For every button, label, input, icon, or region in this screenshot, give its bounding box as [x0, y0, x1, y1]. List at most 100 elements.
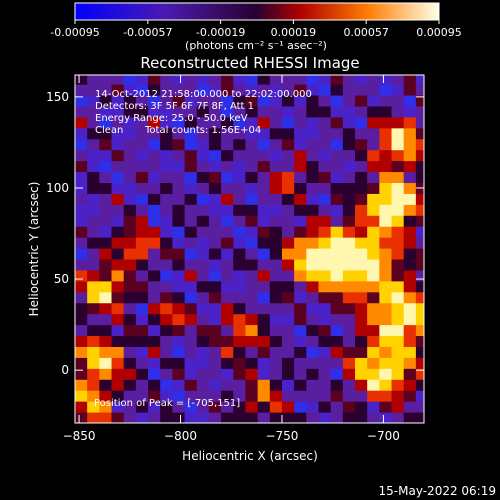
heatmap-cell: [415, 291, 424, 304]
heatmap-cell: [330, 346, 344, 358]
heatmap-cell: [196, 291, 210, 304]
heatmap-cell: [318, 259, 332, 271]
heatmap-cell: [172, 226, 186, 238]
heatmap-cell: [318, 84, 332, 96]
heatmap-cell: [245, 149, 259, 162]
heatmap-cell: [257, 379, 271, 391]
heatmap-cell: [281, 138, 295, 151]
heatmap-cell: [221, 116, 234, 129]
heatmap-cell: [367, 171, 380, 183]
heatmap-cell: [318, 149, 332, 162]
heatmap-cell: [318, 302, 332, 315]
colorbar-tick-label: 0.00019: [271, 26, 317, 39]
heatmap-cell: [281, 335, 295, 347]
heatmap-cell: [330, 269, 344, 282]
heatmap-cell: [172, 335, 186, 347]
heatmap-cell: [281, 182, 295, 194]
heatmap-cell: [148, 412, 161, 423]
heatmap-cell: [123, 226, 137, 238]
heatmap-cell: [342, 138, 356, 151]
heatmap-cell: [294, 401, 307, 413]
heatmap-cell: [415, 259, 424, 271]
heatmap-cell: [233, 324, 246, 337]
heatmap-cell: [281, 204, 295, 216]
heatmap-cell: [123, 149, 137, 162]
heatmap-cell: [355, 324, 368, 337]
heatmap-cell: [208, 237, 222, 249]
heatmap-cell: [294, 259, 307, 271]
heatmap-cell: [184, 84, 198, 96]
heatmap-cell: [245, 84, 259, 96]
x-tick-label: −750: [265, 429, 298, 443]
heatmap-cell: [111, 259, 125, 271]
heatmap-cell: [269, 390, 283, 402]
heatmap-cell: [294, 138, 307, 151]
heatmap-cell: [391, 193, 405, 205]
heatmap-cell: [221, 324, 234, 337]
heatmap-cell: [160, 269, 173, 282]
heatmap-cell: [99, 335, 113, 347]
heatmap-cell: [403, 335, 417, 347]
heatmap-cell: [245, 412, 259, 423]
heatmap-cell: [123, 116, 137, 129]
info-time-range: 14-Oct-2012 21:58:00.000 to 22:02:00.000: [95, 89, 312, 100]
heatmap-cell: [355, 302, 368, 315]
heatmap-cell: [281, 193, 295, 205]
heatmap-cell: [367, 302, 380, 315]
heatmap-cell: [257, 84, 271, 96]
heatmap-cell: [160, 368, 173, 380]
heatmap-cell: [257, 105, 271, 118]
heatmap-cell: [403, 226, 417, 238]
heatmap-cell: [99, 313, 113, 326]
heatmap-cell: [208, 368, 222, 380]
heatmap-cell: [367, 357, 380, 369]
heatmap-cell: [391, 412, 405, 423]
heatmap-cell: [123, 182, 137, 194]
heatmap-cell: [306, 105, 319, 118]
heatmap-cell: [123, 379, 137, 391]
heatmap-cell: [269, 204, 283, 216]
heatmap-cell: [111, 302, 125, 315]
heatmap-cell: [135, 346, 149, 358]
heatmap-cell: [233, 248, 246, 260]
heatmap-cell: [294, 171, 307, 183]
heatmap-cell: [257, 368, 271, 380]
heatmap-cell: [184, 302, 198, 315]
heatmap-cell: [233, 160, 246, 173]
heatmap-cell: [245, 313, 259, 326]
heatmap-cell: [379, 105, 393, 118]
heatmap-cell: [367, 182, 380, 194]
heatmap-cell: [367, 390, 380, 402]
heatmap-cell: [87, 215, 100, 227]
heatmap-cell: [172, 269, 186, 282]
heatmap-cell: [415, 116, 424, 129]
heatmap-cell: [184, 127, 198, 140]
heatmap-cell: [160, 149, 173, 162]
heatmap-cell: [245, 291, 259, 304]
heatmap-cell: [391, 149, 405, 162]
heatmap-cell: [294, 193, 307, 205]
heatmap-cell: [367, 226, 380, 238]
heatmap-cell: [221, 357, 234, 369]
heatmap-cell: [160, 379, 173, 391]
heatmap-cell: [233, 259, 246, 271]
heatmap-cell: [391, 248, 405, 260]
heatmap-cell: [196, 105, 210, 118]
heatmap-cell: [75, 215, 88, 227]
heatmap-cell: [184, 226, 198, 238]
heatmap-cell: [184, 324, 198, 337]
heatmap-cell: [75, 84, 88, 96]
heatmap-cell: [208, 248, 222, 260]
heatmap-cell: [160, 313, 173, 326]
heatmap-cell: [160, 237, 173, 249]
heatmap-cell: [160, 75, 173, 85]
heatmap-cell: [135, 379, 149, 391]
heatmap-cell: [123, 127, 137, 140]
heatmap-cell: [208, 226, 222, 238]
heatmap-cell: [245, 335, 259, 347]
heatmap-cell: [148, 324, 161, 337]
heatmap-cell: [318, 324, 332, 337]
heatmap-cell: [87, 401, 100, 413]
heatmap-cell: [135, 237, 149, 249]
heatmap-cell: [367, 237, 380, 249]
